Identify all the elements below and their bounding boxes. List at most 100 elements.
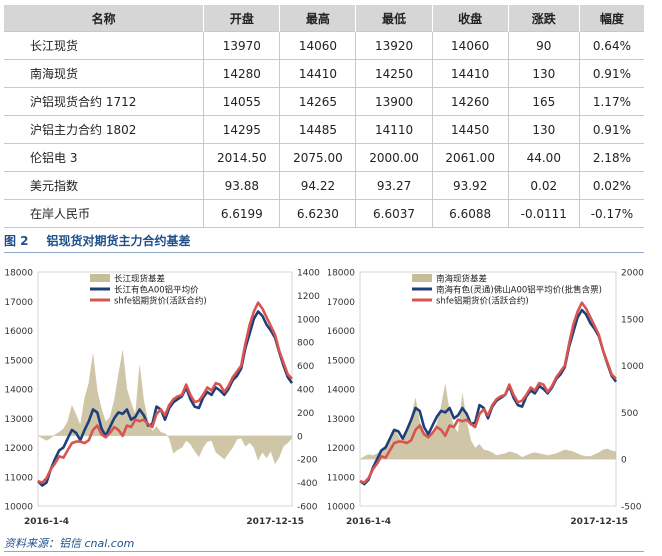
figure-caption: 图 2 铝现货对期货主力合约基差 [4, 232, 191, 249]
right-tick-label: 1000 [297, 315, 320, 325]
table-cell: 14410 [432, 59, 509, 88]
table-cell: 在岸人民币 [4, 199, 205, 228]
table-cell: 1.17% [579, 87, 644, 116]
table-row: 美元指数 93.88 94.22 93.27 93.92 0.02 0.02% [4, 171, 644, 200]
left-tick-label: 13000 [4, 415, 33, 425]
right-tick-label: 800 [297, 339, 314, 349]
figure-number: 图 2 [4, 234, 29, 248]
left-tick-label: 14000 [328, 386, 355, 396]
left-tick-label: 11000 [4, 473, 33, 483]
col-header-high: 最高 [279, 5, 357, 32]
left-tick-label: 11000 [328, 473, 355, 483]
table-cell: 90 [508, 31, 580, 60]
table-cell: 2014.50 [203, 143, 281, 172]
x-start-label: 2016-1-4 [24, 517, 69, 527]
table-cell: 6.6199 [203, 199, 281, 228]
right-tick-label: 2000 [621, 269, 644, 279]
basis-chart-nanhai: 1000011000120001300014000150001600017000… [328, 269, 644, 528]
legend-label: 南海有色(灵通)佛山A00铝平均价(批售含票) [436, 285, 602, 296]
table-cell: 14295 [203, 115, 281, 144]
table-cell: 沪铝主力合约 1802 [4, 115, 205, 144]
table-cell: 14410 [279, 59, 357, 88]
table-cell: 0.02 [508, 171, 580, 200]
table-cell: 94.22 [279, 171, 357, 200]
col-header-close: 收盘 [432, 5, 509, 32]
legend-label: shfe铝期货价(活跃合约) [114, 296, 207, 307]
left-tick-label: 10000 [4, 503, 33, 513]
series-basis-area [37, 350, 293, 465]
legend-label: 长江现货基差 [114, 274, 165, 285]
table-row: 伦铝电 3 2014.50 2075.00 2000.00 2061.00 44… [4, 143, 644, 172]
table-cell: 14250 [355, 59, 433, 88]
table-cell: 0.91% [579, 59, 644, 88]
series-basis-area [359, 384, 617, 460]
left-tick-label: 10000 [328, 503, 355, 513]
table-cell: 0.64% [579, 31, 644, 60]
plot-frame [359, 271, 617, 507]
table-cell: 6.6088 [432, 199, 509, 228]
legend-label: shfe铝期货价(活跃合约) [436, 296, 529, 307]
table-row: 沪铝主力合约 1802 14295 14485 14110 14450 130 … [4, 115, 644, 144]
quote-table-header-row: 名称 开盘 最高 最低 收盘 涨跌 幅度 [4, 5, 644, 32]
left-tick-label: 18000 [328, 269, 355, 279]
right-tick-label: 500 [621, 409, 638, 419]
plot-frame [37, 271, 293, 507]
table-cell: 13920 [355, 31, 433, 60]
table-cell: 2061.00 [432, 143, 509, 172]
left-tick-label: 15000 [4, 356, 33, 366]
right-tick-label: 600 [297, 362, 314, 372]
caption-divider [4, 252, 644, 253]
left-tick-label: 18000 [4, 269, 33, 279]
right-tick-label: -200 [297, 456, 318, 466]
table-cell: 6.6230 [279, 199, 357, 228]
table-cell: 14280 [203, 59, 281, 88]
table-cell: 14060 [432, 31, 509, 60]
table-cell: 130 [508, 59, 580, 88]
col-header-low: 最低 [355, 5, 433, 32]
table-cell: 44.00 [508, 143, 580, 172]
figure-title: 铝现货对期货主力合约基差 [46, 234, 191, 248]
right-tick-label: 0 [621, 456, 627, 466]
table-cell: 93.88 [203, 171, 281, 200]
table-row: 在岸人民币 6.6199 6.6230 6.6037 6.6088 -0.011… [4, 199, 644, 228]
table-cell: 6.6037 [355, 199, 433, 228]
table-cell: -0.17% [579, 199, 644, 228]
table-row: 沪铝现货合约 1712 14055 14265 13900 14260 165 … [4, 87, 644, 116]
right-tick-label: -600 [297, 503, 318, 513]
x-start-label: 2016-1-4 [346, 517, 391, 527]
table-cell: 13900 [355, 87, 433, 116]
basis-chart-changjiang: 1000011000120001300014000150001600017000… [4, 269, 320, 528]
series-futures-line [37, 301, 293, 484]
table-row: 长江现货 13970 14060 13920 14060 90 0.64% [4, 31, 644, 60]
table-cell: 14060 [279, 31, 357, 60]
legend-swatch-basis [90, 274, 110, 282]
table-cell: 130 [508, 115, 580, 144]
table-cell: 93.92 [432, 171, 509, 200]
table-cell: 2075.00 [279, 143, 357, 172]
series-futures-line [359, 301, 617, 484]
bottom-divider [4, 551, 644, 552]
source-note: 资料来源：铝信 cnal.com [4, 537, 135, 550]
left-tick-label: 17000 [4, 298, 33, 308]
right-tick-label: -400 [297, 479, 318, 489]
left-tick-label: 16000 [328, 327, 355, 337]
col-header-change: 涨跌 [508, 5, 580, 32]
table-cell: 14055 [203, 87, 281, 116]
table-cell: 14110 [355, 115, 433, 144]
table-cell: 长江现货 [4, 31, 205, 60]
table-cell: 2000.00 [355, 143, 433, 172]
right-tick-label: 1000 [621, 362, 644, 372]
table-cell: 13970 [203, 31, 281, 60]
right-tick-label: 1400 [297, 269, 320, 279]
table-row: 南海现货 14280 14410 14250 14410 130 0.91% [4, 59, 644, 88]
right-tick-label: 1200 [297, 292, 320, 302]
table-cell: 沪铝现货合约 1712 [4, 87, 205, 116]
table-cell: 南海现货 [4, 59, 205, 88]
left-tick-label: 15000 [328, 356, 355, 366]
table-cell: 93.27 [355, 171, 433, 200]
x-end-label: 2017-12-15 [570, 517, 628, 527]
table-cell: 14265 [279, 87, 357, 116]
right-tick-label: 400 [297, 386, 314, 396]
legend-swatch-basis [412, 274, 432, 282]
left-tick-label: 12000 [328, 444, 355, 454]
